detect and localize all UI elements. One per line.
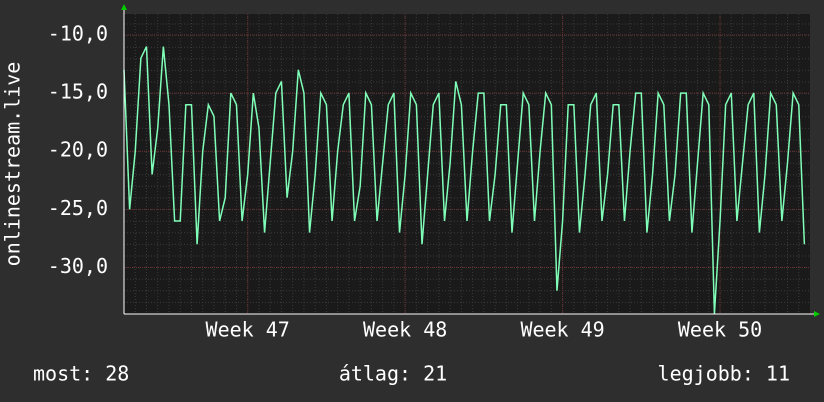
y-tick-label: -25,0 [48, 196, 108, 220]
arrow [814, 311, 820, 317]
data-line [123, 46, 806, 315]
x-tick-label: Week 50 [678, 318, 762, 342]
y-tick-label: -10,0 [48, 21, 108, 45]
x-tick-label: Week 48 [363, 318, 447, 342]
y-tick-label: -15,0 [48, 80, 108, 104]
plot-area [124, 14, 810, 314]
y-tick-label: -30,0 [48, 254, 108, 278]
footer-current: most: 28 [33, 362, 129, 386]
y-tick-label: -20,0 [48, 138, 108, 162]
arrow [121, 4, 127, 10]
x-tick-label: Week 49 [520, 318, 604, 342]
footer-best: legjobb: 11 [658, 362, 790, 386]
y-axis-label: onlinestream.live [1, 62, 25, 267]
x-tick-label: Week 47 [206, 318, 290, 342]
footer-average: átlag: 21 [339, 362, 447, 386]
